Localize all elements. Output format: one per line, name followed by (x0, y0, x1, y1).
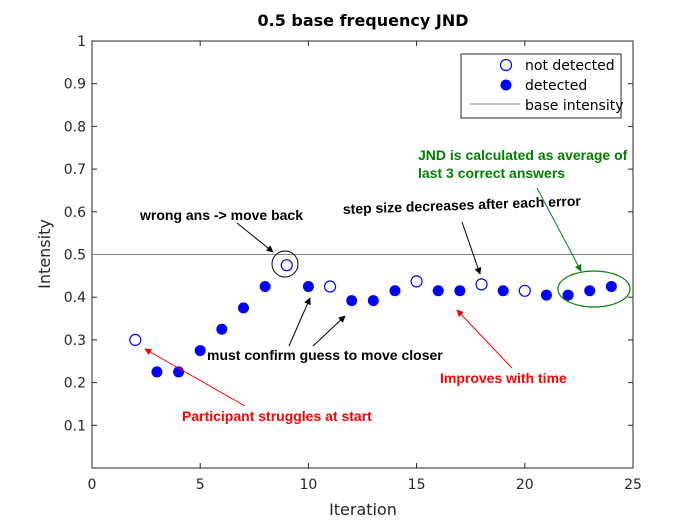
y-tick-label: 0.6 (64, 205, 86, 221)
axis-ticks: 0 5 10 15 20 25 0.1 0.2 0.3 0.4 0.5 0.6 0.7 0.8 0.9 1 (64, 34, 642, 493)
point-detected (302, 281, 314, 293)
legend-marker-not-detected (499, 58, 513, 72)
x-tick-label: 0 (88, 477, 97, 493)
point-not-detected (475, 278, 488, 291)
point-not-detected (323, 280, 337, 293)
arrow-confirm-1 (288, 297, 311, 347)
y-tick-label: 0.4 (64, 290, 86, 306)
x-tick-label: 20 (516, 477, 534, 493)
legend-marker-detected (500, 79, 512, 91)
point-detected (584, 285, 596, 297)
y-tick-label: 0.3 (64, 333, 86, 349)
legend-label-detected: detected (525, 78, 587, 94)
point-detected (389, 285, 401, 297)
point-detected (454, 285, 466, 297)
point-detected (259, 281, 271, 293)
point-detected (540, 289, 552, 301)
point-not-detected (129, 333, 142, 346)
annotation-jnd-line1: JND is calculated as average of (418, 147, 628, 163)
point-not-detected (518, 284, 531, 297)
y-tick-label: 1 (77, 34, 86, 50)
arrow-step-size (461, 221, 482, 275)
point-not-detected (410, 275, 423, 288)
annotation-jnd-line2: last 3 correct answers (418, 165, 565, 181)
x-tick-label: 10 (299, 477, 317, 493)
point-detected (194, 345, 206, 357)
data-points (129, 259, 617, 378)
highlight-circle-wrong-answer (271, 250, 299, 278)
y-tick-label: 0.2 (64, 376, 86, 392)
y-tick-label: 0.7 (64, 162, 86, 178)
arrow-struggles (144, 348, 246, 407)
point-detected (237, 302, 249, 314)
legend: not detected detected base intensity (460, 53, 624, 119)
point-detected (151, 366, 163, 378)
point-not-detected (280, 259, 293, 272)
chart-title: 0.5 base frequency JND (257, 11, 468, 30)
y-tick-label: 0.5 (64, 248, 86, 264)
y-tick-label: 0.1 (64, 418, 86, 434)
point-detected (497, 285, 509, 297)
legend-box (460, 53, 622, 119)
point-detected (346, 295, 358, 307)
x-tick-label: 5 (196, 477, 205, 493)
y-tick-label: 0.8 (64, 119, 86, 135)
arrow-improves (456, 309, 513, 369)
x-tick-label: 25 (624, 477, 642, 493)
y-tick-label: 0.9 (64, 77, 86, 93)
arrow-confirm-2 (312, 315, 346, 347)
annotation-confirm-guess: must confirm guess to move closer (207, 347, 443, 363)
point-detected (605, 281, 617, 293)
annotation-struggles: Participant struggles at start (182, 408, 372, 424)
arrow-wrong-answer (236, 222, 274, 253)
annotation-wrong-answer: wrong ans -> move back (139, 207, 303, 223)
highlight-ellipse-last-answers (557, 270, 631, 308)
arrow-jnd (536, 187, 582, 272)
point-detected (367, 295, 379, 307)
x-tick-label: 15 (408, 477, 426, 493)
legend-label-not-detected: not detected (525, 58, 615, 74)
point-detected (432, 285, 444, 297)
legend-label-base-intensity: base intensity (525, 98, 624, 114)
x-axis-label: Iteration (329, 500, 397, 519)
point-detected (216, 323, 228, 335)
y-axis-label: Intensity (35, 219, 54, 289)
annotation-improves: Improves with time (440, 370, 567, 386)
point-detected (562, 289, 574, 301)
